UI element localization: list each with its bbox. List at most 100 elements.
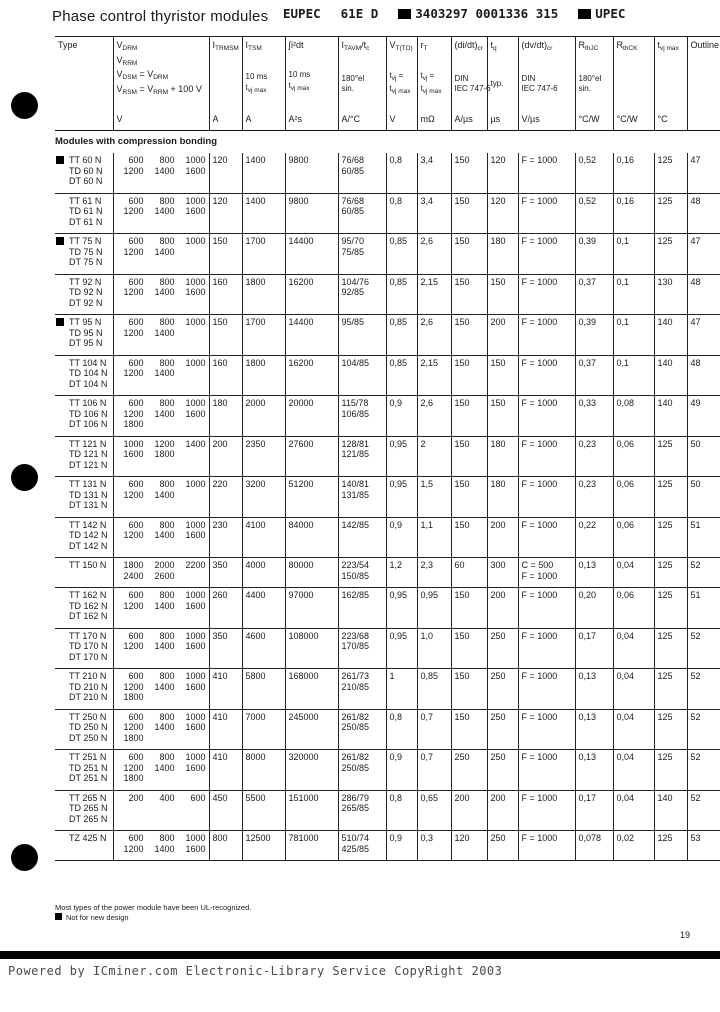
cell-dvdt: F = 1000 [517,233,575,275]
header-cell: VDRM VRRM VDSM = VDRM VRSM = VRRM + 100 V V [117,40,206,124]
column-unit: A [245,114,252,124]
voltage-value: 600 [128,276,144,287]
cell-i2t: 80000 [284,557,338,588]
cell-tvjmax: 125 [653,436,687,477]
voltage-value: 600 [128,519,144,530]
voltage-line: 1200 1400 [117,368,206,379]
type-name: TD 106 N [69,408,108,419]
voltage-value: 600 [128,590,144,600]
voltage-value: 1200 [123,368,144,378]
cell-itavm: 128/81 121/85 [337,436,386,477]
itavm-line: 76/68 [341,155,365,165]
type-name: TT 131 N [69,479,107,489]
cell-itrmsm: 150 [208,233,242,275]
dvdt-line: F = 1000 [521,570,558,581]
table-row: TT 210 N TD 210 N DT 210 N 600 800 1000 1200 14… [55,668,720,710]
cell-tq: 150 [486,395,518,437]
cell-itavm: 286/79 265/85 [337,790,386,831]
voltage-value: 1200 [123,287,144,297]
voltage-value: 1800 [123,732,144,743]
header-cell: (di/dt)cr DIN IEC 747-6 A/µs [454,40,491,124]
page-number: 19 [680,930,691,940]
type-name: DT 92 N [69,297,103,308]
cell-rthjc: 0,078 [574,830,613,861]
voltage-value: 800 [159,317,175,327]
cell-dvdt: F = 1000 [517,193,575,234]
column-label: ITRMSM [213,40,239,55]
cell-voltage-classes: 600 800 1000 1200 1400 1600 [112,628,209,669]
dvdt-line: F = 1000 [521,671,558,681]
cell-dvdt: F = 1000 [517,153,575,194]
table-row: TT 75 N TD 75 N DT 75 N 600 800 1000 1200 1400 1… [55,233,720,275]
cell-itsm: 5500 [241,790,285,831]
cell-rthjc: 0,13 [574,668,613,710]
type-name: TT 250 N [69,711,107,722]
cell-outline: 51 [686,587,720,629]
voltage-value: 200 [128,792,144,803]
cell-voltage-classes: 600 800 1000 1200 1400 [112,355,209,396]
cell-dvdt: F = 1000 [517,587,575,629]
cell-tvjmax: 140 [653,790,687,831]
cell-tq: 200 [486,790,518,831]
voltage-line: 600 800 1000 [117,671,205,682]
voltage-value: 1000 [185,833,206,843]
cell-tq: 180 [486,476,518,518]
column-unit: V [389,114,396,124]
cell-type: TT 95 N TD 95 N DT 95 N [55,314,113,356]
voltage-value: 800 [159,398,175,408]
cell-rthjc: 0,13 [574,709,613,750]
cell-itsm: 1400 [241,193,285,234]
voltage-value: 1400 [154,641,175,651]
condition-line: 10 ms [245,72,268,82]
cell-i2t: 20000 [284,395,338,437]
voltage-value: 1000 [185,711,206,722]
punch-hole-icon [11,844,38,871]
voltage-line: 1800 [117,773,206,784]
cell-didt: 150 [450,314,487,356]
voltage-line: 1800 [117,733,206,744]
label-line: VDRM [116,40,138,52]
brand-logo-text: EUPEC [283,6,321,21]
voltage-value: 800 [159,752,175,762]
cell-i2t: 9800 [284,153,338,194]
cell-i2t: 14400 [284,314,338,356]
voltage-line: 1200 1400 [117,247,206,258]
voltage-value: 800 [159,833,175,843]
voltage-value: 1000 [185,479,206,489]
cell-type: TT 150 N [55,557,113,588]
voltage-value: 1400 [154,681,175,692]
cell-i2t: 245000 [284,709,338,750]
type-name: DT 162 N [69,611,108,621]
label-line: (di/dt)cr [454,40,483,52]
column-conditions: tvj = tvj max [390,71,414,98]
cell-i2t: 97000 [284,587,338,629]
cell-rthjc: 0,17 [574,790,613,831]
table-row: TT 92 N TD 92 N DT 92 N 600 800 1000 1200 1400 1… [55,274,720,315]
voltage-value: 1000 [185,752,206,762]
table-row: TT 61 N TD 61 N DT 61 N 600 800 1000 1200 1400 1… [55,193,720,234]
header-cell: RthCK °C/W [617,40,651,124]
cell-itavm: 95/70 75/85 [337,233,386,275]
cell-dvdt: F = 1000 [517,668,575,710]
voltage-value: 1200 [123,206,144,216]
itavm-line: 223/68 [341,630,370,641]
cell-tvjmax: 140 [653,355,687,396]
voltage-line: 600 800 1000 [117,631,205,642]
voltage-value: 1800 [123,419,144,429]
cell-itavm: 261/73 210/85 [337,668,386,710]
cell-dvdt: F = 1000 [517,314,575,356]
cell-vt0: 0,85 [385,233,417,275]
cell-didt: 150 [450,193,487,234]
voltage-value: 1400 [154,600,175,611]
header-cell: (dv/dt)cr DIN IEC 747-6 V/µs [522,40,572,124]
column-unit: A/°C [341,114,361,124]
voltage-value: 800 [159,671,175,681]
cell-didt: 60 [450,557,487,588]
voltage-value: 1200 [123,722,144,732]
type-name: TT 95 N [69,317,102,327]
cell-i2t: 84000 [284,517,338,558]
condition-line: tvj max [389,84,411,96]
itavm-line: 104/85 [341,357,370,368]
itavm-line: 142/85 [341,519,370,530]
voltage-value: 1600 [185,762,206,773]
